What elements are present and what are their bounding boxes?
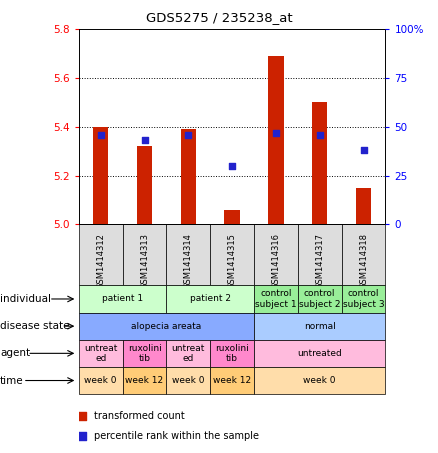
Point bbox=[78, 412, 85, 419]
Bar bbox=[79, 285, 166, 313]
Point bbox=[360, 147, 367, 154]
Bar bbox=[254, 224, 298, 285]
Text: agent: agent bbox=[0, 348, 30, 358]
Text: untreat
ed: untreat ed bbox=[84, 344, 117, 363]
Bar bbox=[123, 367, 166, 394]
Text: week 12: week 12 bbox=[213, 376, 251, 385]
Text: ruxolini
tib: ruxolini tib bbox=[215, 344, 249, 363]
Bar bbox=[210, 340, 254, 367]
Text: GSM1414314: GSM1414314 bbox=[184, 233, 193, 289]
Text: week 0: week 0 bbox=[172, 376, 205, 385]
Text: GSM1414312: GSM1414312 bbox=[96, 233, 105, 289]
Text: time: time bbox=[0, 376, 24, 386]
Bar bbox=[123, 224, 166, 285]
Text: ruxolini
tib: ruxolini tib bbox=[127, 344, 162, 363]
Point bbox=[185, 131, 192, 138]
Text: untreat
ed: untreat ed bbox=[172, 344, 205, 363]
Bar bbox=[79, 367, 123, 394]
Text: untreated: untreated bbox=[297, 349, 342, 358]
Text: percentile rank within the sample: percentile rank within the sample bbox=[94, 431, 259, 441]
Bar bbox=[210, 224, 254, 285]
Text: control
subject 1: control subject 1 bbox=[255, 289, 297, 308]
Text: patient 2: patient 2 bbox=[190, 294, 231, 304]
Point bbox=[272, 129, 279, 136]
Text: GSM1414316: GSM1414316 bbox=[272, 233, 280, 289]
Text: control
subject 2: control subject 2 bbox=[299, 289, 340, 308]
Text: week 12: week 12 bbox=[125, 376, 164, 385]
Bar bbox=[93, 127, 109, 224]
Text: GSM1414318: GSM1414318 bbox=[359, 233, 368, 289]
Text: GDS5275 / 235238_at: GDS5275 / 235238_at bbox=[146, 11, 292, 24]
Text: GSM1414315: GSM1414315 bbox=[228, 233, 237, 289]
Bar bbox=[298, 285, 342, 313]
Bar bbox=[79, 224, 123, 285]
Bar bbox=[254, 340, 385, 367]
Bar bbox=[298, 224, 342, 285]
Bar bbox=[224, 210, 240, 224]
Bar bbox=[254, 285, 298, 313]
Bar bbox=[166, 224, 210, 285]
Text: disease state: disease state bbox=[0, 321, 70, 331]
Text: GSM1414317: GSM1414317 bbox=[315, 233, 324, 289]
Bar bbox=[342, 224, 385, 285]
Bar bbox=[268, 56, 283, 224]
Bar bbox=[312, 102, 327, 224]
Text: week 0: week 0 bbox=[85, 376, 117, 385]
Point bbox=[78, 432, 85, 439]
Bar bbox=[254, 367, 385, 394]
Bar bbox=[180, 129, 196, 224]
Text: GSM1414313: GSM1414313 bbox=[140, 233, 149, 289]
Bar bbox=[342, 285, 385, 313]
Point bbox=[141, 137, 148, 144]
Bar bbox=[254, 313, 385, 340]
Text: alopecia areata: alopecia areata bbox=[131, 322, 201, 331]
Point bbox=[97, 131, 104, 138]
Text: transformed count: transformed count bbox=[94, 411, 185, 421]
Point bbox=[316, 131, 323, 138]
Bar bbox=[137, 146, 152, 224]
Text: normal: normal bbox=[304, 322, 336, 331]
Bar bbox=[79, 340, 123, 367]
Bar bbox=[166, 367, 210, 394]
Text: control
subject 3: control subject 3 bbox=[343, 289, 385, 308]
Text: patient 1: patient 1 bbox=[102, 294, 143, 304]
Text: week 0: week 0 bbox=[304, 376, 336, 385]
Bar bbox=[210, 367, 254, 394]
Point bbox=[229, 162, 236, 169]
Bar bbox=[356, 188, 371, 224]
Bar bbox=[166, 340, 210, 367]
Bar bbox=[79, 313, 254, 340]
Bar bbox=[123, 340, 166, 367]
Text: individual: individual bbox=[0, 294, 51, 304]
Bar bbox=[166, 285, 254, 313]
